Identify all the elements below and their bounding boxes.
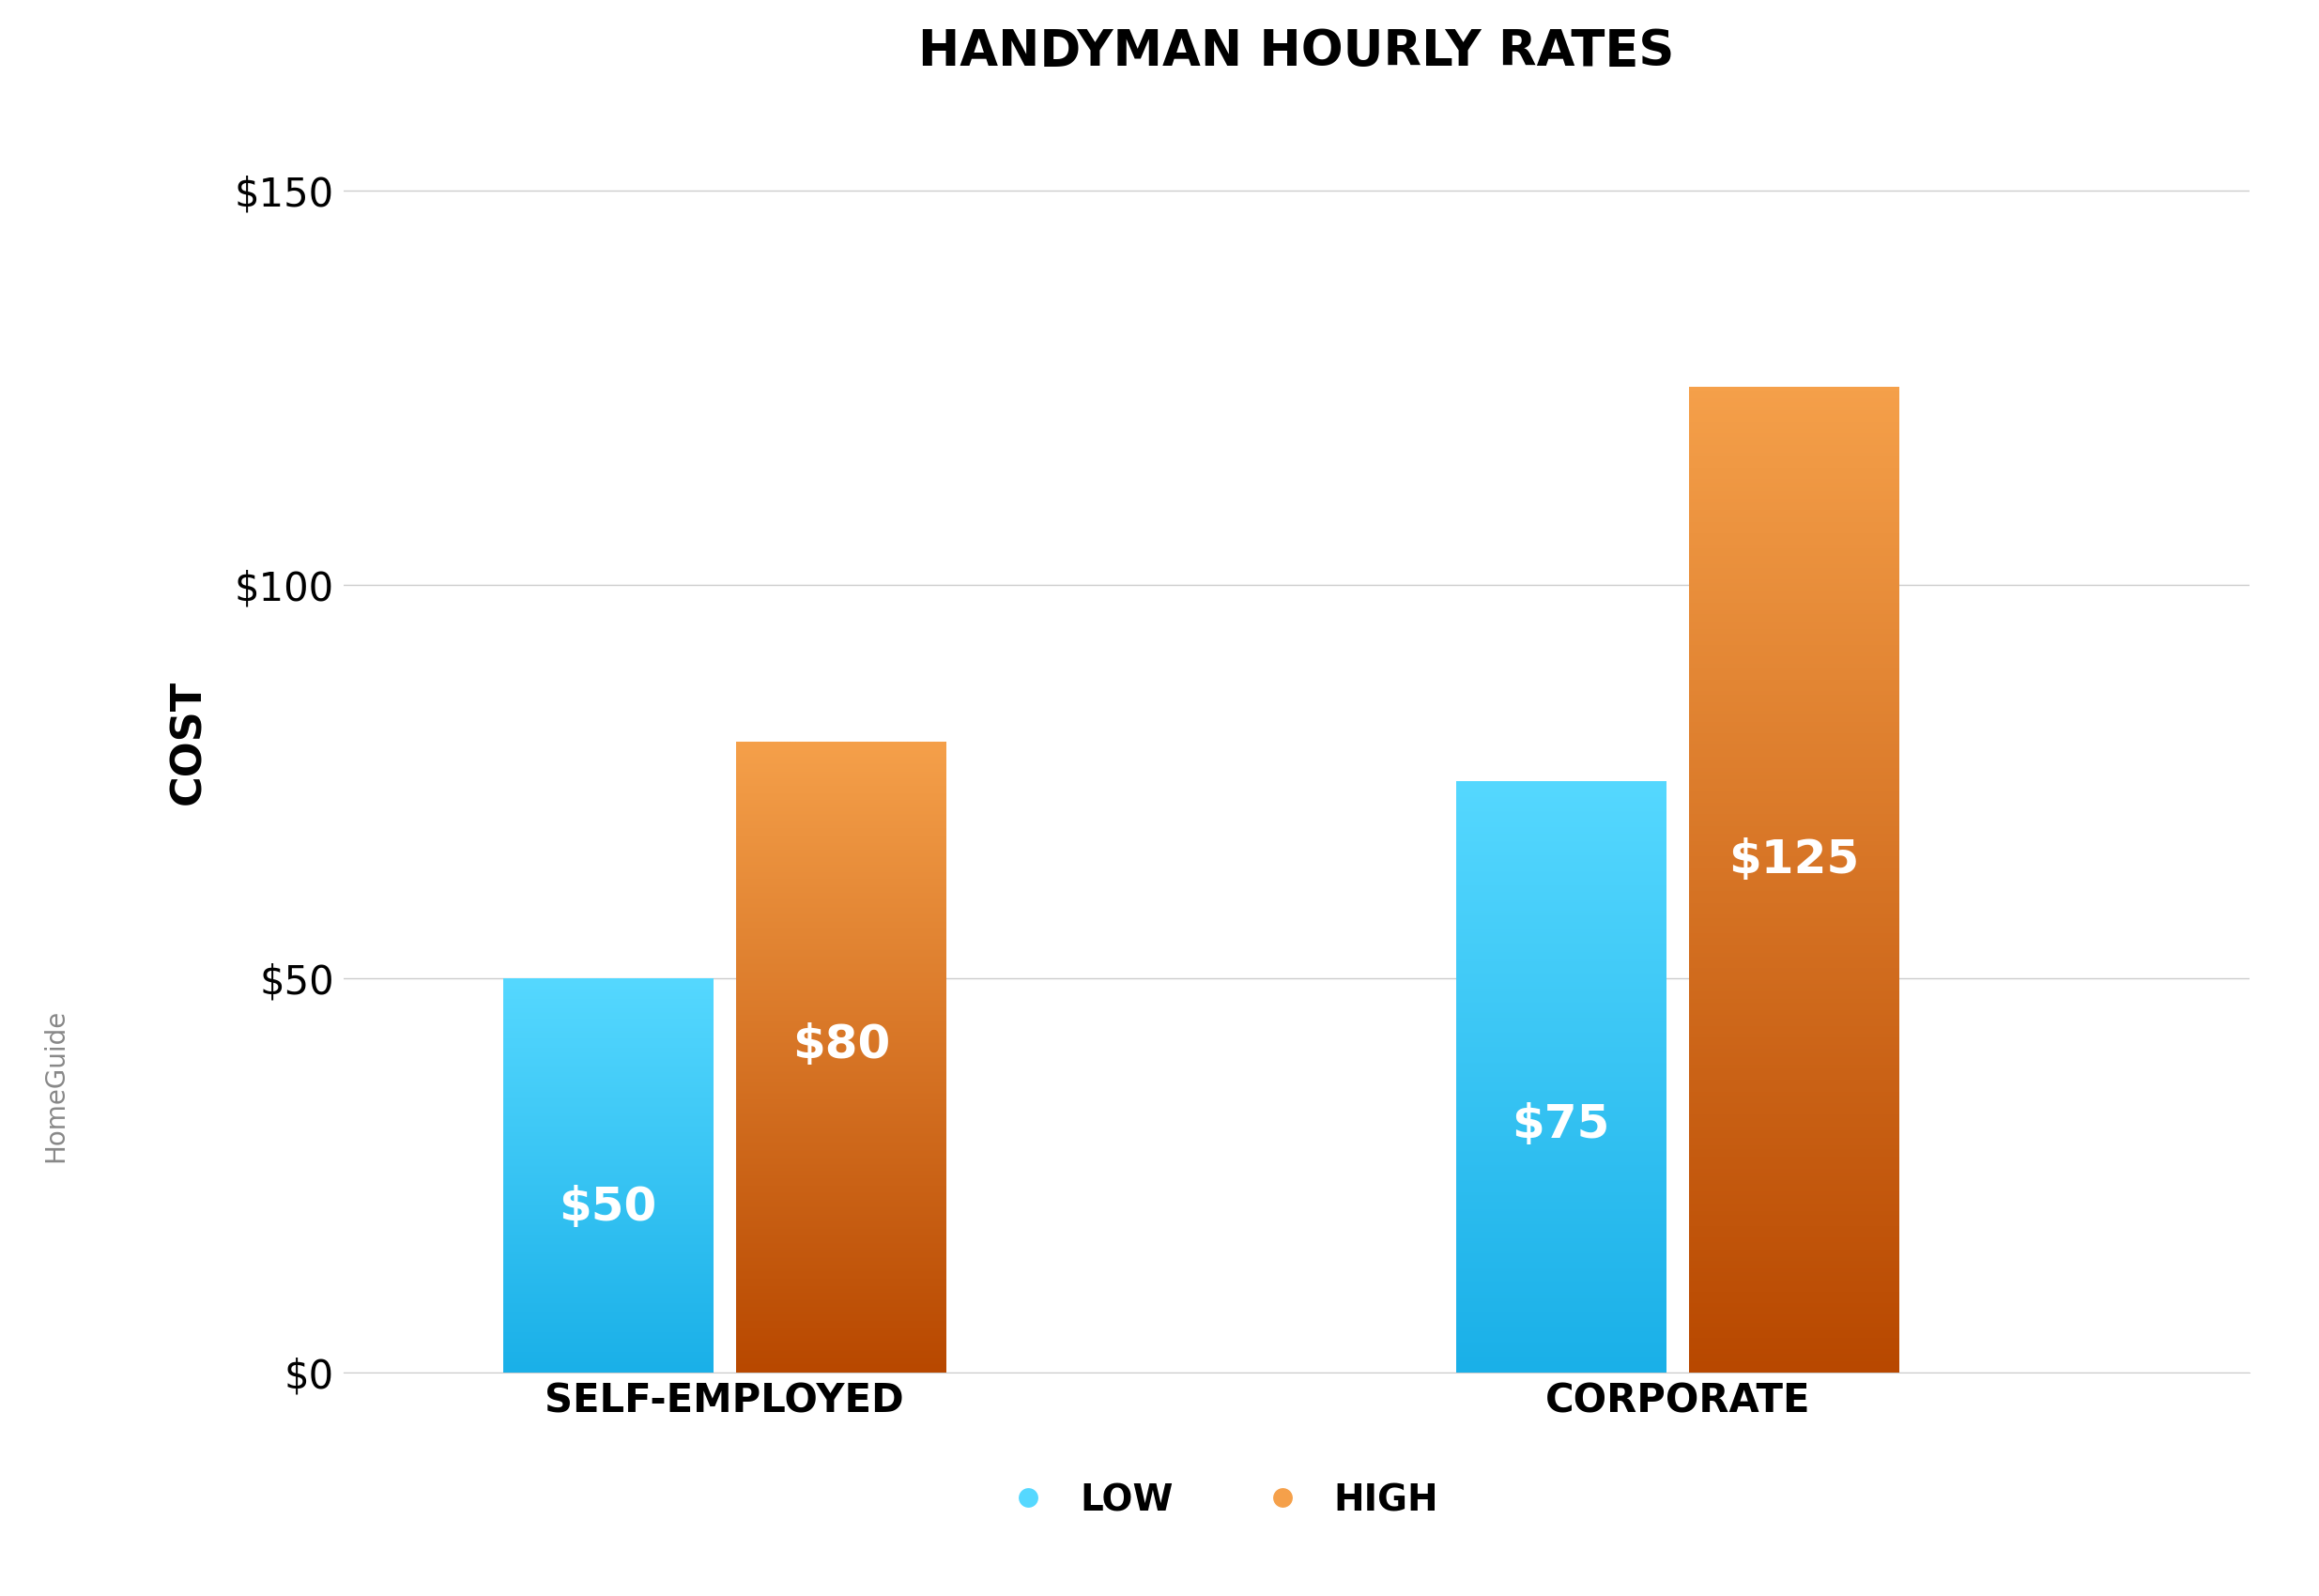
Text: $50: $50 (559, 1184, 656, 1229)
Y-axis label: COST: COST (167, 680, 209, 804)
Text: $80: $80 (793, 1021, 890, 1068)
Text: $75: $75 (1512, 1101, 1609, 1148)
Text: $125: $125 (1730, 838, 1860, 883)
Title: HANDYMAN HOURLY RATES: HANDYMAN HOURLY RATES (918, 27, 1674, 77)
Text: HomeGuide: HomeGuide (42, 1009, 70, 1162)
Legend: LOW, HIGH: LOW, HIGH (976, 1468, 1454, 1532)
